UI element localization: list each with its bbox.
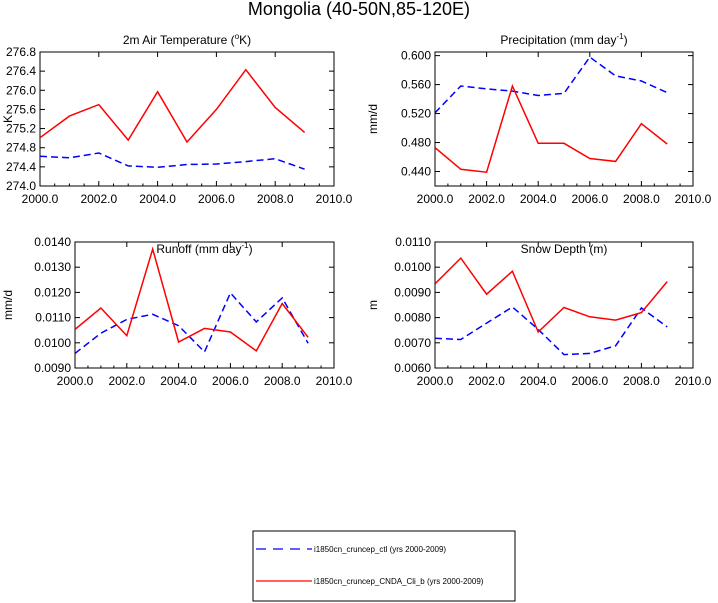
panel-runoff: 2000.0 2002.0 2004.0 2006.0 2008.0 2010.0 0.00… <box>1 235 353 388</box>
y-tick-label: 0.0060 <box>394 361 431 375</box>
series-cnda-line <box>40 68 306 144</box>
panel-precip: 2000.0 2002.0 2004.0 2006.0 2008.0 2010.0 0.44… <box>366 32 712 206</box>
y-tick-label: 275.6 <box>6 102 36 116</box>
panel-temp: 2000.0 2002.0 2004.0 2006.0 2008.0 2010.0 274.… <box>1 32 353 206</box>
y-axis-label: m <box>366 300 380 310</box>
x-tick-label: 2006.0 <box>571 374 608 388</box>
y-tick-label: 0.0090 <box>394 285 431 299</box>
y-tick-label: 0.0120 <box>34 285 71 299</box>
x-tick-label: 2004.0 <box>139 192 176 206</box>
y-tick-label: 0.0070 <box>394 336 431 350</box>
x-tick-label: 2008.0 <box>264 374 301 388</box>
x-tick-label: 2004.0 <box>520 192 557 206</box>
x-tick-label: 2000.0 <box>417 192 454 206</box>
y-tick-label: 0.0110 <box>35 311 71 325</box>
series-cnda-line <box>75 246 309 353</box>
x-tick-label: 2002.0 <box>80 192 117 206</box>
series-ctl-line <box>435 56 668 114</box>
x-tick-label: 2002.0 <box>468 192 505 206</box>
y-tick-label: 0.480 <box>401 136 431 150</box>
figure-title: Mongolia (40-50N,85-120E) <box>248 0 470 19</box>
panel-title: Runoff (mm day-1) <box>156 241 252 256</box>
y-tick-label: 274.4 <box>6 160 36 174</box>
y-tick-label: 0.600 <box>401 49 431 63</box>
panel-title: Snow Depth (m) <box>521 242 608 256</box>
panel-title: Precipitation (mm day-1) <box>500 32 627 47</box>
y-tick-label: 0.0140 <box>34 235 71 249</box>
x-tick-label: 2008.0 <box>623 192 660 206</box>
y-tick-label: 274.8 <box>6 141 36 155</box>
y-tick-label: 0.0100 <box>34 336 71 350</box>
y-tick-label: 0.0090 <box>34 361 71 375</box>
panels: 2000.0 2002.0 2004.0 2006.0 2008.0 2010.0 274.… <box>1 32 712 388</box>
y-tick-label: 274.0 <box>6 179 36 193</box>
plot-frame <box>434 51 694 187</box>
plot-frame <box>434 241 694 369</box>
y-tick-label: 0.440 <box>401 165 431 179</box>
plot-frame <box>74 241 335 369</box>
x-tick-label: 2010.0 <box>675 374 712 388</box>
y-axis-label: K <box>1 115 15 123</box>
y-tick-label: 0.0100 <box>394 260 431 274</box>
y-tick-label: 276.4 <box>6 64 36 78</box>
series-cnda-line <box>435 83 668 174</box>
x-tick-label: 2004.0 <box>520 374 557 388</box>
y-tick-label: 275.2 <box>6 122 36 136</box>
x-tick-label: 2004.0 <box>160 374 197 388</box>
legend-label-ctl: i1850cn_cruncep_ctl (yrs 2000-2009) <box>314 545 446 554</box>
x-tick-label: 2008.0 <box>623 374 660 388</box>
x-tick-label: 2006.0 <box>212 374 249 388</box>
series-ctl-line <box>435 306 668 356</box>
x-tick-label: 2000.0 <box>22 192 59 206</box>
legend: i1850cn_cruncep_ctl (yrs 2000-2009) i185… <box>252 530 516 602</box>
x-tick-label: 2000.0 <box>417 374 454 388</box>
x-tick-label: 2006.0 <box>198 192 235 206</box>
y-tick-label: 0.0080 <box>394 311 431 325</box>
y-tick-label: 276.0 <box>6 83 36 97</box>
x-tick-label: 2002.0 <box>468 374 505 388</box>
panel-title: 2m Air Temperature (oK) <box>123 32 251 47</box>
series-ctl-line <box>40 152 305 170</box>
legend-box <box>252 530 516 602</box>
x-tick-label: 2010.0 <box>675 192 712 206</box>
panel-snow: 2000.0 2002.0 2004.0 2006.0 2008.0 2010.0 0.00… <box>366 235 712 388</box>
y-tick-label: 0.560 <box>401 78 431 92</box>
x-tick-label: 2010.0 <box>316 192 353 206</box>
y-tick-label: 276.8 <box>6 45 36 59</box>
x-tick-label: 2010.0 <box>316 374 353 388</box>
y-axis-label: mm/d <box>366 104 380 134</box>
x-tick-label: 2006.0 <box>571 192 608 206</box>
series-cnda-line <box>435 256 668 334</box>
y-tick-label: 0.0110 <box>395 235 431 249</box>
x-tick-label: 2002.0 <box>108 374 145 388</box>
x-tick-label: 2008.0 <box>257 192 294 206</box>
y-tick-label: 0.520 <box>401 107 431 121</box>
y-tick-label: 0.0130 <box>34 260 71 274</box>
y-axis-label: mm/d <box>1 290 15 320</box>
series-ctl-line <box>75 291 309 354</box>
legend-label-cnda: i1850cn_cruncep_CNDA_Cli_b (yrs 2000-200… <box>314 577 484 586</box>
x-tick-label: 2000.0 <box>57 374 94 388</box>
